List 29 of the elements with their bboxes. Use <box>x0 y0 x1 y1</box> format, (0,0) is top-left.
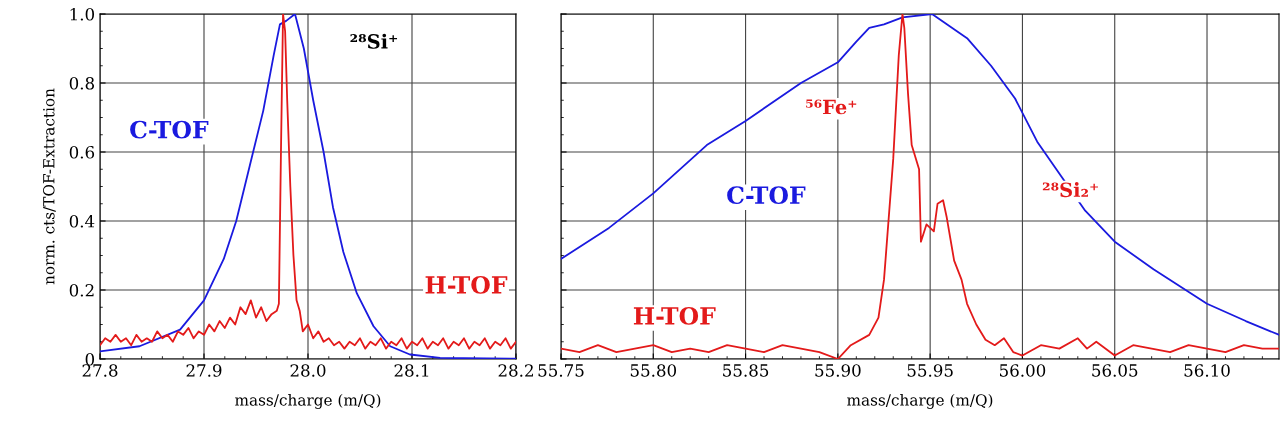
x-tick-label: 55.75 <box>538 364 584 377</box>
annotation: ⁵⁶Fe⁺ <box>806 99 857 115</box>
x-tick-label: 56.00 <box>1000 364 1046 377</box>
x-tick-label: 27.9 <box>186 364 222 377</box>
x-tick-label: 56.05 <box>1092 364 1138 377</box>
x-tick-label: 56.10 <box>1184 364 1230 377</box>
y-tick-label: 0.6 <box>69 145 95 159</box>
y-tick-label: 0.2 <box>69 283 94 297</box>
x-axis-title: mass/charge (m/Q) <box>847 393 993 409</box>
annotation: ²⁸Si⁺ <box>350 33 398 49</box>
x-tick-label: 28.1 <box>394 364 429 377</box>
series-label: H-TOF <box>633 306 716 325</box>
y-tick-label: 0.8 <box>69 76 95 90</box>
y-axis-title: norm. cts/TOF-Extraction <box>43 88 56 285</box>
series-label: C-TOF <box>130 120 209 139</box>
x-tick-label: 27.8 <box>82 364 118 377</box>
x-tick-label: 55.85 <box>723 364 769 377</box>
y-tick-label: 0 <box>85 352 95 366</box>
y-tick-label: 0.4 <box>69 214 95 228</box>
x-tick-label: 55.80 <box>630 364 677 377</box>
annotation: ²⁸Si₂⁺ <box>1042 182 1098 198</box>
x-tick-label: 28.2 <box>498 364 533 377</box>
x-tick-label: 55.90 <box>815 364 861 377</box>
x-tick-label: 28.0 <box>290 364 326 377</box>
y-tick-label: 1.0 <box>70 7 95 21</box>
x-tick-label: 55.95 <box>907 364 953 377</box>
series-label: C-TOF <box>727 186 806 205</box>
x-axis-title: mass/charge (m/Q) <box>235 393 381 409</box>
series-label: H-TOF <box>425 275 508 294</box>
